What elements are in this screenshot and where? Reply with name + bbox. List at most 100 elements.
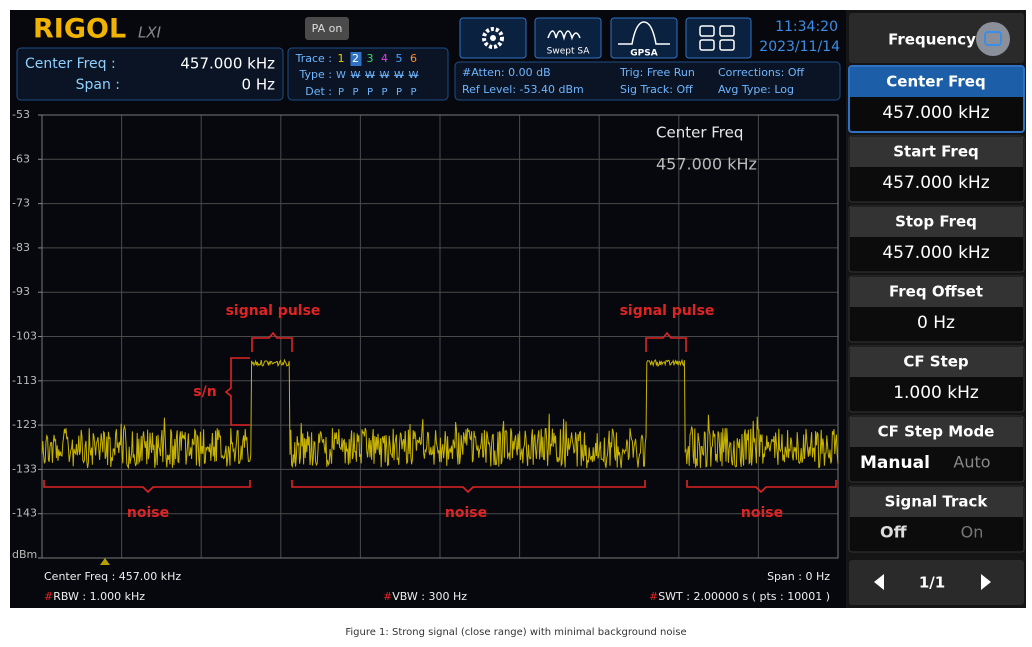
bracket <box>251 331 293 352</box>
marker-value: 457.000 kHz <box>656 155 757 174</box>
annotation: noise <box>741 505 783 521</box>
square-icon <box>719 39 735 51</box>
trace-num: 3 <box>367 52 374 65</box>
annotation: s/n <box>193 384 216 400</box>
option[interactable]: Manual <box>860 453 930 473</box>
menu-value: 457.000 kHz <box>882 173 989 193</box>
freq-box <box>16 47 284 101</box>
menu-label: CF Step Mode <box>878 423 995 441</box>
det-val: P <box>410 87 416 98</box>
type-val: W <box>365 70 375 81</box>
trace-num: 2 <box>352 52 359 65</box>
y-tick-label: -93 <box>12 285 30 298</box>
flag: # <box>44 590 53 603</box>
menu-value: 0 Hz <box>917 313 955 333</box>
atten: #Atten: 0.00 dB <box>462 66 551 79</box>
menu-value: 1.000 kHz <box>893 383 979 403</box>
menu-label: Center Freq <box>886 73 985 91</box>
footer-vbw: #VBW : 300 Hz <box>383 590 467 603</box>
option[interactable]: On <box>961 523 984 542</box>
trig: Trig: Free Run <box>619 66 695 79</box>
menu-title: Frequency <box>888 31 976 49</box>
y-tick-label: -103 <box>12 330 37 343</box>
det-val: P <box>338 87 344 98</box>
menu-button-head <box>850 207 1023 237</box>
gpsa-button[interactable] <box>610 17 678 59</box>
menu: Center Freq 457.000 kHz Start Freq 457.000 … <box>848 65 1025 605</box>
camera-icon <box>984 31 1002 46</box>
mode-label: Swept SA <box>547 47 591 57</box>
next-arrow[interactable] <box>981 574 991 590</box>
y-tick-label: -143 <box>12 507 37 520</box>
y-tick-label: -73 <box>12 197 30 210</box>
option[interactable]: Auto <box>953 453 990 472</box>
layout-button[interactable] <box>685 17 752 59</box>
trace-label: Trace : <box>295 52 332 65</box>
type-val: W <box>394 70 404 81</box>
det-val: P <box>381 87 387 98</box>
wave-icon <box>547 30 581 41</box>
det-label: Det : <box>305 85 332 98</box>
y-tick-label: -53 <box>12 108 30 121</box>
footer-center-freq: Center Freq : 457.00 kHz <box>44 570 181 583</box>
prev-arrow[interactable] <box>874 574 884 590</box>
det-val: P <box>352 87 358 98</box>
plot-frame <box>41 114 839 559</box>
menu-value: 457.000 kHz <box>882 243 989 263</box>
trace-box <box>287 47 449 101</box>
menu-label: Freq Offset <box>889 283 983 301</box>
trace-num: 1 <box>338 52 345 65</box>
menu-button-head <box>850 417 1023 447</box>
menu-button-head <box>850 277 1023 307</box>
bracket <box>43 480 251 494</box>
brand: RIGOL <box>33 14 126 45</box>
menu-button-head <box>850 137 1023 167</box>
menu-label: CF Step <box>903 353 969 371</box>
type-label: Type : <box>299 68 332 81</box>
menu-title-box <box>849 13 1024 63</box>
trace <box>41 358 839 470</box>
page-number: 1/1 <box>919 574 945 592</box>
square-icon <box>699 25 715 37</box>
brace <box>224 357 250 426</box>
y-tick-label: -63 <box>12 152 30 165</box>
y-tick-label: -113 <box>12 374 37 387</box>
det-val: P <box>367 87 373 98</box>
swt: SWT : 2.00000 s ( pts : 10001 ) <box>658 590 830 603</box>
menu-button-head <box>850 347 1023 377</box>
rbw: RBW : 1.000 kHz <box>53 590 145 603</box>
marker-label: Center Freq <box>656 124 743 142</box>
y-tick-label: -133 <box>12 462 37 475</box>
screen <box>10 10 846 608</box>
marker-triangle <box>100 558 110 565</box>
swept-sa-button[interactable] <box>534 17 602 59</box>
option[interactable]: Off <box>880 523 908 542</box>
caption: Figure 1: Strong signal (close range) wi… <box>345 627 686 638</box>
footer-swt: #SWT : 2.00000 s ( pts : 10001 ) <box>649 590 830 603</box>
vbw: VBW : 300 Hz <box>392 590 467 603</box>
annotation: signal pulse <box>226 303 321 319</box>
sig-track: Sig Track: Off <box>620 83 693 96</box>
center-freq-value: 457.000 kHz <box>180 55 275 73</box>
annotation: signal pulse <box>620 303 715 319</box>
screenshot-button[interactable] <box>976 22 1010 56</box>
trace-highlight <box>350 52 362 66</box>
menu-label: Start Freq <box>893 143 978 161</box>
ref-level: Ref Level: -53.40 dBm <box>462 83 584 96</box>
mode-label: GPSA <box>630 49 657 59</box>
menu-label: Stop Freq <box>895 213 977 231</box>
annotations: signal pulse signal pulse s/n noise nois… <box>43 303 837 521</box>
date: 2023/11/14 <box>759 39 840 55</box>
y-tick-label: dBm <box>12 548 37 561</box>
trace-num: 6 <box>410 52 417 65</box>
span-label: Span : <box>76 77 120 93</box>
square-icon <box>699 39 715 51</box>
flag: # <box>383 590 392 603</box>
gear-hub <box>490 35 496 41</box>
time: 11:34:20 <box>775 19 838 35</box>
type-val: W <box>409 70 419 81</box>
trace-num: 4 <box>381 52 388 65</box>
y-tick-label: -83 <box>12 241 30 254</box>
